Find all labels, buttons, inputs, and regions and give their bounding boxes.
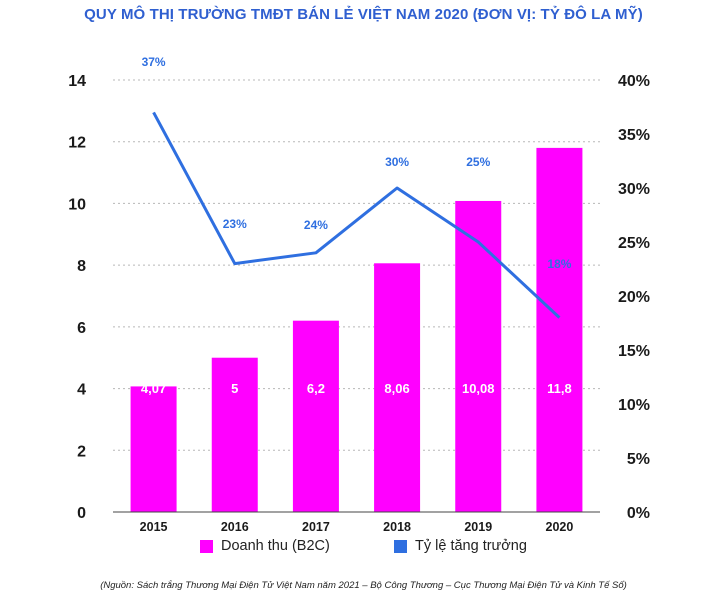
growth-label-2016: 23% xyxy=(223,217,247,231)
x-tick-2017: 2017 xyxy=(302,520,330,534)
y-right-tick-10%: 10% xyxy=(618,397,650,414)
bar-label-2019: 10,08 xyxy=(462,381,495,396)
x-tick-2019: 2019 xyxy=(464,520,492,534)
y-left-tick-0: 0 xyxy=(77,505,86,522)
line-series: 37% 23% 24% 30% 25% 18% xyxy=(142,55,572,319)
growth-line xyxy=(152,111,561,319)
y-right-tick-35%: 35% xyxy=(618,127,650,144)
y-left-tick-14: 14 xyxy=(68,73,86,90)
bar-label-2015: 4,07 xyxy=(141,381,166,396)
bar-label-2018: 8,06 xyxy=(384,381,409,396)
chart-title: QUY MÔ THỊ TRƯỜNG TMĐT BÁN LẺ VIỆT NAM 2… xyxy=(84,6,643,23)
bar-label-2020: 11,8 xyxy=(547,381,572,396)
y-right-tick-15%: 15% xyxy=(618,343,650,360)
growth-label-2015: 37% xyxy=(142,55,166,69)
y-left-tick-12: 12 xyxy=(68,135,86,152)
x-tick-2020: 2020 xyxy=(546,520,574,534)
legend-label-growth: Tỷ lệ tăng trưởng xyxy=(415,538,527,554)
axes: 0 2 4 6 8 10 12 14 0% 5% 10% 15% 20% 25% 30% 35% 40% 2015… xyxy=(68,73,650,534)
legend-swatch-growth xyxy=(394,539,407,553)
y-left-tick-10: 10 xyxy=(68,196,86,213)
x-tick-2015: 2015 xyxy=(140,520,168,534)
bar-2017 xyxy=(292,320,339,512)
y-right-tick-40%: 40% xyxy=(618,73,650,90)
y-right-tick-20%: 20% xyxy=(618,289,650,306)
bar-2016 xyxy=(211,357,258,512)
bar-label-2017: 6,2 xyxy=(307,381,325,396)
growth-label-2018: 30% xyxy=(385,155,409,169)
growth-label-2019: 25% xyxy=(466,155,490,169)
growth-label-2017: 24% xyxy=(304,218,328,232)
legend-item-growth: Tỷ lệ tăng trưởng xyxy=(394,538,527,554)
y-right-tick-30%: 30% xyxy=(618,181,650,198)
source-note: (Nguồn: Sách trắng Thương Mại Điện Tử Vi… xyxy=(100,580,627,591)
y-left-tick-6: 6 xyxy=(77,320,86,337)
y-left-tick-8: 8 xyxy=(77,258,86,275)
x-tick-2016: 2016 xyxy=(221,520,249,534)
legend-swatch-revenue xyxy=(200,539,213,553)
gridlines xyxy=(113,79,600,451)
y-right-tick-25%: 25% xyxy=(618,235,650,252)
bar-series: 4,07 5 6,2 8,06 10,08 11,8 xyxy=(130,147,583,512)
legend-label-revenue: Doanh thu (B2C) xyxy=(221,538,330,554)
y-right-tick-5%: 5% xyxy=(627,451,650,468)
bar-2018 xyxy=(374,263,421,512)
growth-label-2020: 18% xyxy=(547,257,571,271)
y-left-tick-4: 4 xyxy=(77,382,86,399)
x-tick-2018: 2018 xyxy=(383,520,411,534)
bar-2019 xyxy=(455,200,502,512)
legend-item-revenue: Doanh thu (B2C) xyxy=(200,538,330,554)
y-left-tick-2: 2 xyxy=(77,443,86,460)
bar-label-2016: 5 xyxy=(231,381,238,396)
bar-2015 xyxy=(130,386,177,512)
y-right-tick-0%: 0% xyxy=(627,505,650,522)
bar-2020 xyxy=(536,147,583,512)
